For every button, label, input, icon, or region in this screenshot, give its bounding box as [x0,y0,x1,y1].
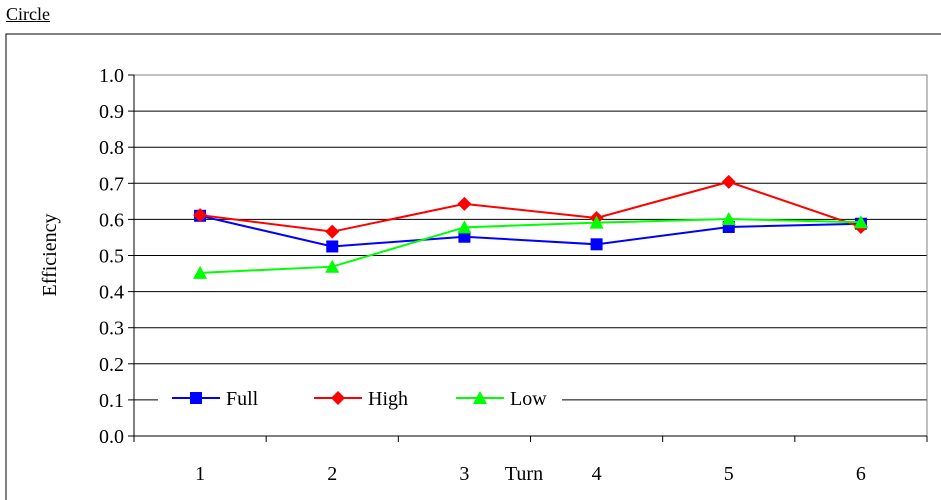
x-tick-label: 4 [592,463,602,485]
y-tick-label: 0.7 [99,173,124,195]
legend-label-low: Low [510,388,547,410]
x-tick-label: 2 [327,463,337,485]
series-line-high [199,180,862,233]
y-tick-label: 1.0 [99,65,124,87]
legend-label-full: Full [226,388,259,410]
legend-label-high: High [368,388,408,410]
data-point-full [458,230,471,243]
x-axis-label: Turn [505,463,543,485]
y-tick-label: 0.5 [99,246,124,268]
data-point-low [853,215,868,229]
legend-marker-low [473,391,487,404]
y-axis-label: Efficiency [39,214,61,297]
chart-frame [5,33,941,500]
chart-title: Circle [6,4,50,24]
y-tick-label: 0.9 [99,101,124,123]
legend-marker-high [331,391,345,405]
series-line-low [200,218,861,274]
data-point-high [193,208,208,223]
legend: Full High Low [158,384,562,412]
x-tick-label: 6 [856,463,866,485]
data-point-high [457,196,472,211]
data-point-low [325,259,340,273]
x-tick-label: 3 [459,463,469,485]
data-point-full [326,240,339,253]
series-layer [193,174,868,279]
data-point-low [193,265,208,279]
y-tick-label: 0.8 [99,137,124,159]
x-tick-label: 1 [195,463,205,485]
y-tick-label: 0.2 [99,354,124,376]
data-point-low [589,215,604,229]
x-tick-label: 5 [724,463,734,485]
data-point-low [457,220,472,234]
data-point-high [325,224,340,239]
legend-marker-full [190,392,202,404]
y-tick-label: 0.4 [99,282,124,304]
y-tick-label: 0.6 [99,209,124,231]
data-point-low [721,212,736,226]
series-line-full [199,214,861,248]
y-tick-label: 0.3 [99,318,124,340]
y-tick-label: 0.1 [99,390,124,412]
y-tick-label: 0.0 [99,426,124,448]
axes: 0.0 0.1 0.2 0.3 0.4 0.5 0.6 0.7 0.8 0.9 1.0 1 2 3 4 5 6 [99,65,928,485]
data-point-full [590,238,603,251]
data-point-high [721,174,736,189]
